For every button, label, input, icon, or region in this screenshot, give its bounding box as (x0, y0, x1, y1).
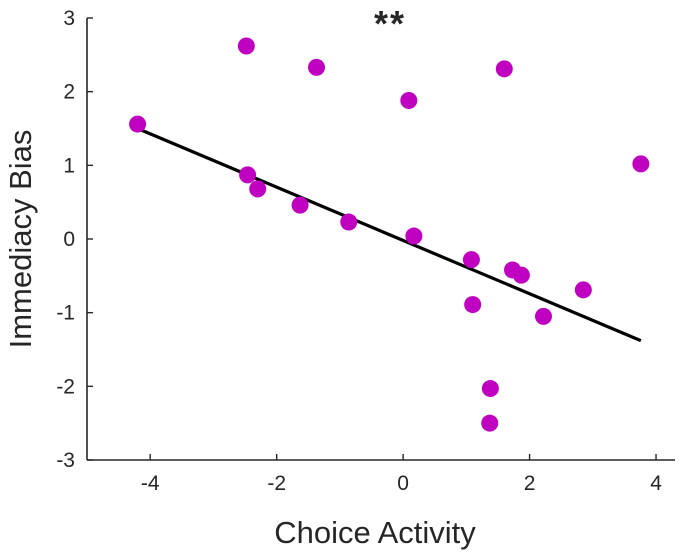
data-point (495, 60, 513, 78)
chart-axes (86, 18, 675, 461)
data-points (129, 37, 650, 432)
data-point (400, 92, 418, 110)
x-tick-label: 2 (524, 472, 536, 495)
data-point (239, 166, 257, 184)
y-axis-label: Immediacy Bias (3, 130, 38, 349)
x-tick-label: -2 (267, 472, 286, 495)
significance-label: ** (374, 3, 406, 44)
y-tick-label: -1 (56, 302, 75, 325)
data-point (249, 180, 267, 198)
data-point (534, 307, 552, 325)
data-point (464, 296, 482, 314)
fit-line-group (136, 127, 642, 343)
data-point (632, 155, 650, 173)
data-point (340, 213, 358, 231)
data-point (308, 58, 326, 76)
y-tick-label: 1 (63, 154, 75, 177)
x-tick-label: 0 (397, 472, 409, 495)
y-tick-label: -2 (56, 375, 75, 398)
x-axis-label: Choice Activity (274, 515, 476, 550)
data-point (574, 281, 592, 299)
y-ticks: -3 -2 -1 0 1 2 3 (56, 7, 93, 472)
data-point (481, 380, 499, 398)
data-point (405, 227, 423, 245)
data-point (237, 37, 255, 55)
y-tick-label: 0 (63, 228, 75, 251)
y-tick-label: -3 (56, 449, 75, 472)
regression-line (136, 127, 642, 343)
data-point (481, 414, 499, 432)
data-point (291, 196, 309, 214)
x-tick-label: 4 (650, 472, 662, 495)
x-ticks: -4 -2 0 2 4 (141, 454, 662, 495)
x-tick-label: -4 (141, 472, 160, 495)
data-point (512, 266, 530, 284)
data-point (129, 115, 147, 133)
y-tick-label: 2 (63, 81, 75, 104)
y-tick-label: 3 (63, 7, 75, 30)
data-point (462, 251, 480, 269)
